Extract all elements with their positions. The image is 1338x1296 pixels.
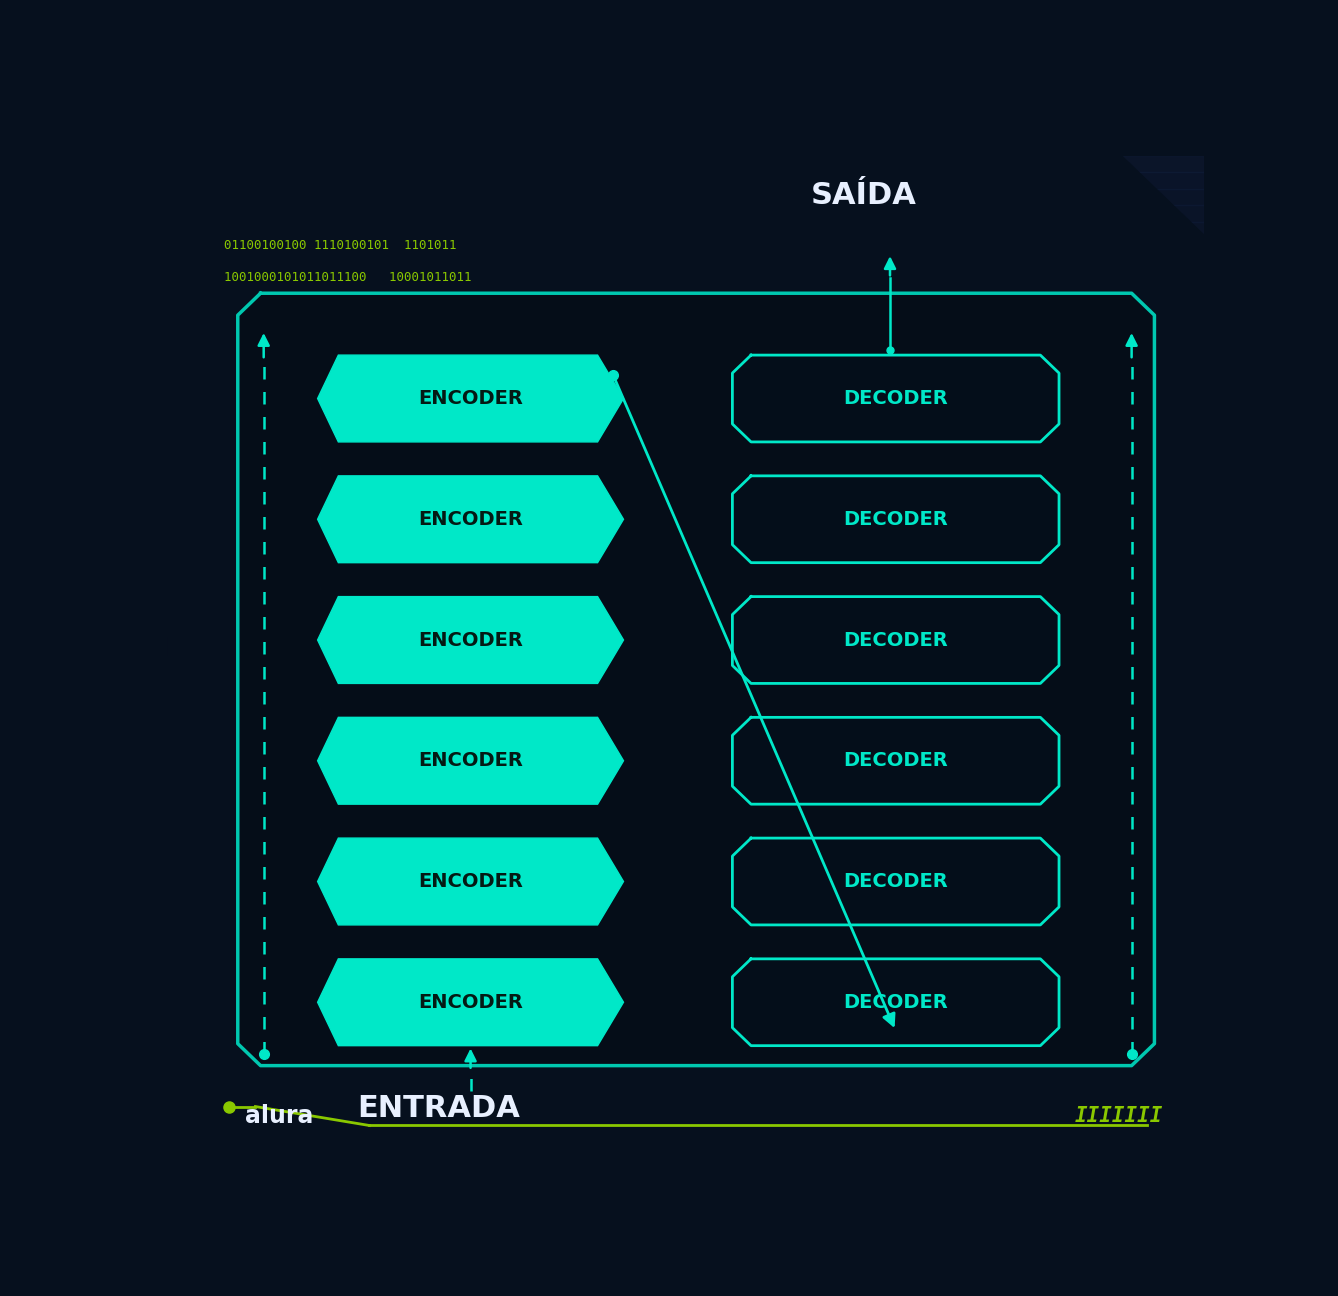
Bar <box>167 404 1204 421</box>
Polygon shape <box>732 959 1060 1046</box>
Polygon shape <box>732 839 1060 925</box>
Polygon shape <box>317 718 624 804</box>
Bar <box>167 289 1204 306</box>
Bar <box>167 255 1204 272</box>
Text: alura: alura <box>245 1103 313 1128</box>
Bar <box>167 638 1204 654</box>
Bar <box>167 788 1204 804</box>
Bar <box>167 920 1204 937</box>
Text: ENCODER: ENCODER <box>417 389 523 408</box>
Polygon shape <box>317 839 624 925</box>
Bar <box>167 804 1204 820</box>
Bar <box>167 1070 1204 1087</box>
Polygon shape <box>317 476 624 562</box>
Bar <box>167 588 1204 604</box>
Bar <box>167 521 1204 538</box>
Polygon shape <box>732 718 1060 804</box>
Bar <box>167 172 1204 189</box>
Text: ENCODER: ENCODER <box>417 752 523 770</box>
Bar <box>167 1087 1204 1104</box>
Text: DECODER: DECODER <box>843 631 949 649</box>
Text: ENCODER: ENCODER <box>417 993 523 1012</box>
Bar <box>167 472 1204 489</box>
Polygon shape <box>732 355 1060 442</box>
Bar <box>167 272 1204 289</box>
Bar <box>167 988 1204 1003</box>
Bar <box>167 222 1204 238</box>
Bar <box>167 688 1204 705</box>
Bar <box>167 1003 1204 1020</box>
Text: ENCODER: ENCODER <box>417 631 523 649</box>
Bar <box>167 238 1204 255</box>
Bar <box>167 421 1204 438</box>
Bar <box>167 837 1204 854</box>
Bar <box>167 854 1204 871</box>
Polygon shape <box>167 156 1204 1153</box>
Text: 1001000101011011100   10001011011: 1001000101011011100 10001011011 <box>225 271 472 284</box>
Bar <box>167 305 1204 321</box>
Bar <box>167 1054 1204 1070</box>
Bar <box>167 372 1204 389</box>
Bar <box>167 156 1204 172</box>
Bar <box>167 654 1204 671</box>
Bar <box>167 538 1204 555</box>
Bar <box>167 338 1204 355</box>
Bar <box>167 905 1204 920</box>
Text: DECODER: DECODER <box>843 752 949 770</box>
Text: SAÍDA: SAÍDA <box>811 181 917 210</box>
Text: DECODER: DECODER <box>843 389 949 408</box>
Text: 01100100100 1110100101  1101011: 01100100100 1110100101 1101011 <box>225 238 456 251</box>
Text: ENTRADA: ENTRADA <box>357 1094 520 1124</box>
Bar <box>167 937 1204 954</box>
Bar <box>167 1120 1204 1137</box>
Polygon shape <box>317 596 624 683</box>
Polygon shape <box>732 476 1060 562</box>
Bar <box>167 1037 1204 1054</box>
Bar <box>167 871 1204 888</box>
Polygon shape <box>238 293 1155 1065</box>
Text: ENCODER: ENCODER <box>417 872 523 892</box>
Bar <box>167 820 1204 837</box>
Polygon shape <box>317 355 624 442</box>
Bar <box>167 189 1204 205</box>
Bar <box>167 205 1204 222</box>
Bar <box>167 555 1204 572</box>
Bar <box>167 1137 1204 1153</box>
Text: DECODER: DECODER <box>843 993 949 1012</box>
Bar <box>167 489 1204 505</box>
Bar <box>167 671 1204 688</box>
Bar <box>167 888 1204 905</box>
Bar <box>167 971 1204 988</box>
Bar <box>167 321 1204 338</box>
Text: IIIIIII: IIIIIII <box>1074 1105 1163 1125</box>
Bar <box>167 954 1204 971</box>
Text: DECODER: DECODER <box>843 509 949 529</box>
Bar <box>167 389 1204 404</box>
Bar <box>167 355 1204 372</box>
Polygon shape <box>732 596 1060 683</box>
Bar <box>167 621 1204 638</box>
Bar <box>167 1104 1204 1120</box>
Bar <box>167 754 1204 771</box>
Text: ENCODER: ENCODER <box>417 509 523 529</box>
Bar <box>167 604 1204 621</box>
Bar <box>167 771 1204 788</box>
Bar <box>167 721 1204 737</box>
Bar <box>167 505 1204 521</box>
Text: DECODER: DECODER <box>843 872 949 892</box>
Bar <box>167 705 1204 721</box>
Bar <box>167 572 1204 588</box>
Bar <box>167 455 1204 472</box>
Bar <box>167 438 1204 455</box>
Polygon shape <box>317 959 624 1046</box>
Bar <box>167 737 1204 754</box>
Bar <box>167 1020 1204 1037</box>
